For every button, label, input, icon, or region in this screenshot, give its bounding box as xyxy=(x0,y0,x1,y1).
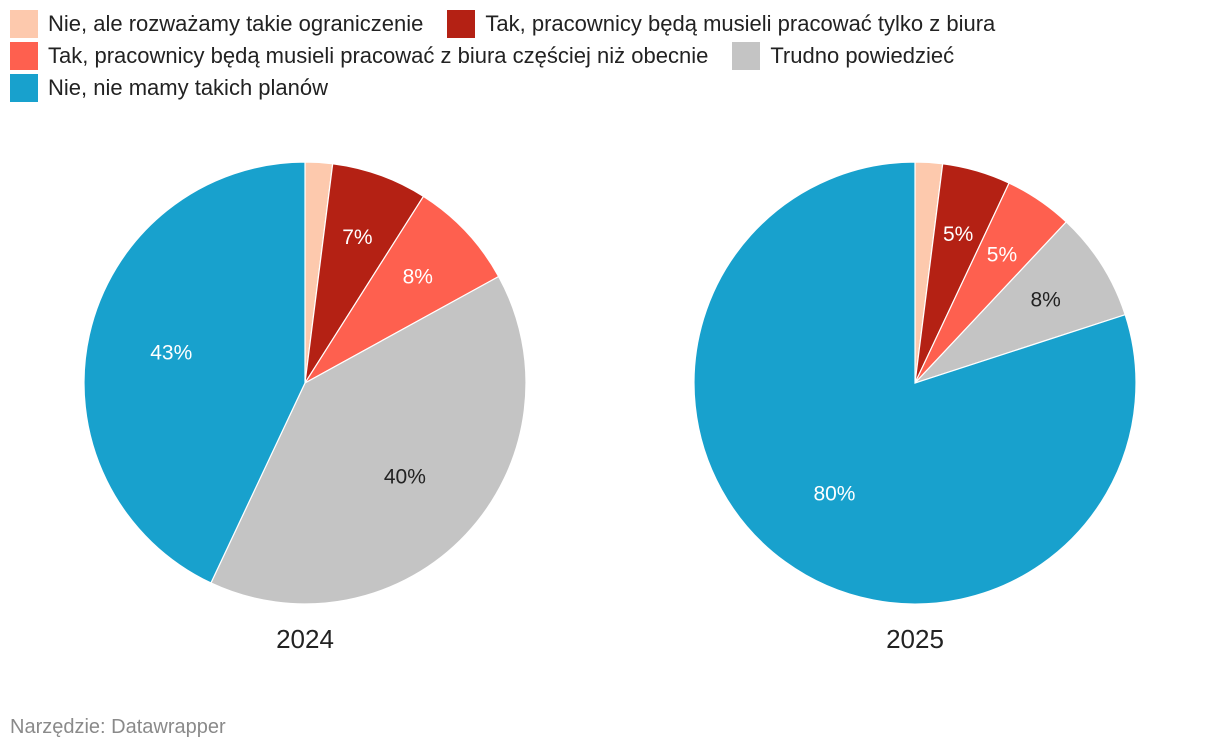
legend-swatch xyxy=(10,42,38,70)
pie-title-2025: 2025 xyxy=(886,624,944,654)
legend-row: Nie, nie mamy takich planów xyxy=(10,72,1210,104)
pie-slice xyxy=(693,161,1137,605)
legend-label: Tak, pracownicy będą musieli pracować z … xyxy=(48,43,709,68)
pie-slice-label: 5% xyxy=(987,244,1017,267)
legend-swatch xyxy=(10,10,38,38)
pie-slice-label: 8% xyxy=(403,266,433,289)
pie-slice-label: 5% xyxy=(943,223,973,246)
pie-slice-label: 80% xyxy=(813,482,855,505)
pie-slice-label: 43% xyxy=(150,342,192,365)
pie-2025: 5% 5% 8% 80% xyxy=(693,161,1137,605)
legend-item-no-plans: Nie, nie mamy takich planów xyxy=(10,74,328,102)
legend-label: Nie, nie mamy takich planów xyxy=(48,75,329,100)
legend-label: Tak, pracownicy będą musieli pracować ty… xyxy=(485,11,996,36)
legend-row: Tak, pracownicy będą musieli pracować z … xyxy=(10,40,1210,72)
legend-label: Nie, ale rozważamy takie ograniczenie xyxy=(48,11,424,36)
legend-item-considering: Nie, ale rozważamy takie ograniczenie xyxy=(10,10,423,38)
pie-slice-label: 40% xyxy=(384,465,426,488)
pie-2024: 7% 8% 40% 43% xyxy=(83,161,527,605)
chart-legend: Nie, ale rozważamy takie ograniczenie Ta… xyxy=(10,8,1210,104)
pie-slice-label: 8% xyxy=(1030,289,1060,312)
legend-item-office-only: Tak, pracownicy będą musieli pracować ty… xyxy=(447,10,995,38)
pie-slice-label: 7% xyxy=(342,226,372,249)
legend-row: Nie, ale rozważamy takie ograniczenie Ta… xyxy=(10,8,1210,40)
legend-label: Trudno powiedzieć xyxy=(770,43,955,68)
legend-item-office-more-often: Tak, pracownicy będą musieli pracować z … xyxy=(10,42,708,70)
pie-title-2024: 2024 xyxy=(276,624,334,654)
pie-slice xyxy=(210,275,527,605)
pie-slice xyxy=(914,221,1126,384)
legend-swatch xyxy=(732,42,761,70)
pie-slice xyxy=(83,161,306,584)
source-note: Narzędzie: Datawrapper xyxy=(10,716,226,738)
legend-item-hard-to-say: Trudno powiedzieć xyxy=(732,42,954,70)
legend-swatch xyxy=(10,74,38,102)
legend-swatch xyxy=(447,10,476,38)
pie-slice xyxy=(304,195,500,384)
